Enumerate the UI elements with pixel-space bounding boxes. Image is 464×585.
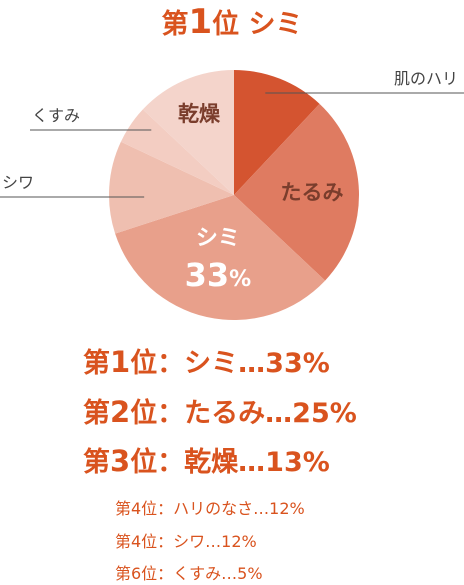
ranking-2-number: 2 (110, 395, 131, 429)
title-suffix: 位 (212, 9, 240, 40)
ranking-1-number: 1 (110, 345, 131, 379)
slice-label-6: 乾燥 (178, 102, 221, 126)
slice-value-label-3: 33% (185, 256, 252, 294)
ranking-3-number: 3 (110, 444, 131, 478)
pie-slice-6 (142, 70, 234, 195)
chart-title: 第1位 シミ (0, 2, 464, 45)
ranking-minor-1: 第4位：ハリのなさ…12% (115, 499, 305, 518)
ranking-minor-2: 第4位：シワ…12% (115, 532, 257, 551)
ranking-2-prefix: 第 (83, 398, 110, 429)
leader-lines (0, 92, 464, 198)
ranking-1-prefix: 第 (83, 348, 110, 379)
ranking-1-text: 位：シミ…33% (130, 348, 330, 379)
pie-slice-5 (120, 109, 234, 195)
title-rank-number: 1 (188, 2, 213, 42)
slice-label-1: 肌のハリ (394, 69, 458, 88)
ranking-3: 第3位：乾燥…13% (83, 444, 330, 480)
pie-slice-1 (234, 70, 320, 195)
pie-slice-3 (115, 195, 326, 320)
slice-label-2: たるみ (280, 181, 343, 205)
slice-label-3: シミ (196, 226, 240, 251)
ranking-3-text: 位：乾燥…13% (130, 447, 330, 478)
pie-slice-2 (234, 103, 359, 281)
ranking-3-prefix: 第 (83, 447, 110, 478)
title-name: シミ (248, 9, 303, 40)
pie-slices (109, 70, 359, 320)
pie-slice-4 (109, 141, 234, 234)
ranking-2-text: 位：たるみ…25% (130, 398, 357, 429)
slice-label-4: シワ (2, 173, 34, 192)
ranking-minor-3: 第6位：くすみ…5% (115, 564, 263, 583)
slice-label-5: くすみ (32, 106, 80, 125)
ranking-1: 第1位：シミ…33% (83, 345, 330, 381)
title-prefix: 第 (161, 9, 189, 40)
ranking-2: 第2位：たるみ…25% (83, 395, 357, 431)
